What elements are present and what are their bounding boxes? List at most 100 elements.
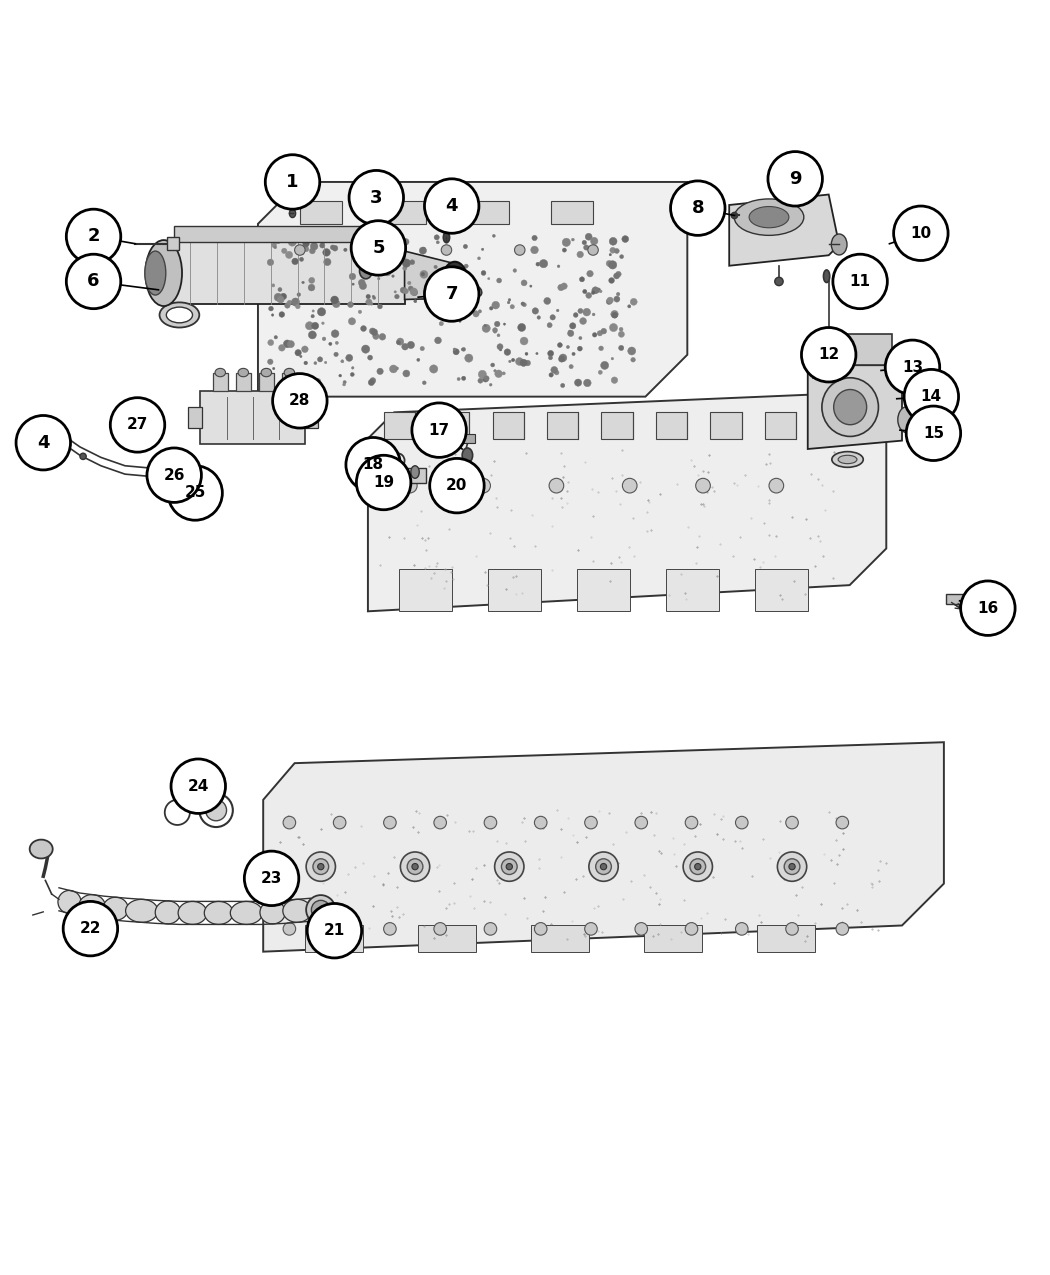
- Text: 11: 11: [849, 274, 870, 289]
- Ellipse shape: [532, 236, 538, 241]
- Circle shape: [885, 340, 940, 394]
- Ellipse shape: [306, 321, 314, 330]
- Ellipse shape: [285, 302, 290, 309]
- Ellipse shape: [463, 284, 482, 297]
- Ellipse shape: [281, 249, 287, 254]
- Ellipse shape: [556, 309, 559, 312]
- Ellipse shape: [481, 270, 486, 275]
- Ellipse shape: [785, 816, 798, 829]
- Ellipse shape: [307, 895, 335, 924]
- Ellipse shape: [628, 305, 631, 309]
- Ellipse shape: [579, 337, 582, 339]
- Ellipse shape: [601, 361, 609, 370]
- Ellipse shape: [324, 361, 327, 363]
- Ellipse shape: [494, 330, 497, 333]
- Ellipse shape: [459, 320, 461, 323]
- Polygon shape: [729, 195, 839, 265]
- Circle shape: [904, 370, 959, 423]
- Ellipse shape: [522, 302, 526, 307]
- Ellipse shape: [585, 816, 597, 829]
- Ellipse shape: [342, 382, 345, 386]
- FancyBboxPatch shape: [757, 926, 815, 951]
- Ellipse shape: [429, 365, 438, 374]
- Ellipse shape: [420, 347, 424, 351]
- Ellipse shape: [785, 923, 798, 935]
- Ellipse shape: [402, 343, 408, 351]
- Ellipse shape: [563, 249, 566, 252]
- Ellipse shape: [435, 337, 441, 344]
- Text: 8: 8: [692, 199, 705, 217]
- Ellipse shape: [489, 384, 492, 386]
- FancyBboxPatch shape: [645, 926, 702, 951]
- Ellipse shape: [635, 923, 648, 935]
- Ellipse shape: [614, 249, 620, 254]
- Text: 23: 23: [260, 871, 282, 886]
- Ellipse shape: [368, 245, 378, 255]
- Ellipse shape: [598, 370, 603, 375]
- Ellipse shape: [292, 258, 298, 265]
- Ellipse shape: [608, 260, 616, 269]
- Ellipse shape: [434, 235, 439, 240]
- Ellipse shape: [573, 312, 579, 317]
- Ellipse shape: [775, 277, 783, 286]
- FancyBboxPatch shape: [213, 372, 228, 391]
- Ellipse shape: [487, 278, 490, 279]
- Ellipse shape: [323, 259, 331, 265]
- Ellipse shape: [468, 468, 478, 477]
- FancyBboxPatch shape: [551, 200, 593, 224]
- Ellipse shape: [29, 840, 52, 858]
- Ellipse shape: [329, 342, 332, 346]
- Ellipse shape: [292, 233, 299, 240]
- Ellipse shape: [615, 272, 622, 277]
- Ellipse shape: [620, 255, 624, 259]
- Ellipse shape: [373, 296, 375, 297]
- Ellipse shape: [160, 302, 200, 328]
- Ellipse shape: [392, 275, 394, 278]
- Ellipse shape: [457, 277, 461, 282]
- Ellipse shape: [309, 278, 315, 283]
- Ellipse shape: [333, 300, 340, 307]
- Circle shape: [412, 403, 466, 458]
- Ellipse shape: [80, 453, 86, 459]
- Ellipse shape: [595, 859, 611, 875]
- Ellipse shape: [284, 340, 291, 348]
- FancyBboxPatch shape: [164, 242, 404, 305]
- Ellipse shape: [576, 251, 584, 258]
- Ellipse shape: [312, 310, 314, 312]
- Ellipse shape: [749, 207, 789, 228]
- Ellipse shape: [616, 292, 619, 296]
- Ellipse shape: [506, 863, 512, 870]
- Ellipse shape: [686, 923, 698, 935]
- Ellipse shape: [322, 337, 326, 340]
- FancyBboxPatch shape: [282, 372, 297, 391]
- Ellipse shape: [145, 251, 166, 295]
- FancyBboxPatch shape: [602, 412, 633, 439]
- Ellipse shape: [462, 448, 472, 463]
- Ellipse shape: [580, 277, 585, 282]
- Circle shape: [110, 398, 165, 453]
- Ellipse shape: [606, 260, 612, 266]
- Ellipse shape: [586, 292, 591, 298]
- Ellipse shape: [331, 245, 335, 250]
- Ellipse shape: [312, 900, 330, 919]
- Ellipse shape: [335, 342, 338, 344]
- Ellipse shape: [279, 311, 285, 317]
- Ellipse shape: [277, 296, 285, 303]
- Circle shape: [894, 207, 948, 260]
- Ellipse shape: [261, 368, 272, 376]
- Ellipse shape: [503, 323, 506, 325]
- Ellipse shape: [441, 245, 452, 255]
- Ellipse shape: [369, 380, 375, 385]
- Circle shape: [147, 448, 202, 502]
- FancyBboxPatch shape: [167, 237, 180, 250]
- Ellipse shape: [339, 375, 341, 377]
- Ellipse shape: [352, 247, 356, 252]
- Ellipse shape: [686, 816, 698, 829]
- Ellipse shape: [215, 368, 226, 376]
- Ellipse shape: [317, 307, 326, 316]
- Ellipse shape: [301, 346, 309, 353]
- Ellipse shape: [465, 354, 472, 362]
- Ellipse shape: [311, 242, 318, 250]
- Ellipse shape: [620, 328, 623, 332]
- Ellipse shape: [313, 859, 329, 875]
